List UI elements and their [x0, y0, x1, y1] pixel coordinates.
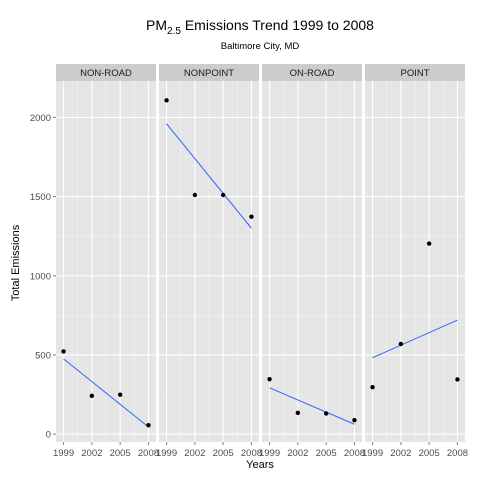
x-tick-label: 2008	[241, 448, 262, 459]
facet-strip-label: ON-ROAD	[290, 68, 335, 79]
data-point	[426, 241, 432, 246]
data-point	[370, 385, 375, 390]
chart-subtitle: Baltimore City, MD	[221, 41, 300, 52]
y-axis-label: Total Emissions	[10, 224, 22, 301]
x-tick-label: 2002	[390, 448, 411, 459]
facet-panel-nonpoint: NONPOINT 1999 2002 2005 2008	[156, 64, 262, 459]
data-point	[146, 423, 151, 428]
data-point	[220, 192, 226, 198]
facet-strip	[262, 64, 362, 81]
data-point	[192, 192, 198, 198]
data-point	[164, 98, 169, 103]
facet-panel-point: POINT 1999 2002 2005 2008	[362, 64, 468, 459]
x-tick-label: 2002	[287, 448, 308, 459]
data-point	[249, 214, 254, 219]
facet-panel-non-road: NON-ROAD 1999 2002 2005 2008	[53, 64, 159, 459]
y-tick-label: 2000	[30, 113, 51, 124]
data-point	[455, 377, 460, 382]
x-tick-label: 2008	[344, 448, 365, 459]
y-tick-label: 0	[46, 430, 51, 441]
facet-strip-label: NONPOINT	[184, 68, 234, 79]
x-tick-label: 2002	[184, 448, 205, 459]
data-point	[398, 341, 404, 347]
trend-line	[63, 358, 149, 428]
trend-line	[166, 123, 252, 229]
x-tick-label: 2008	[138, 448, 159, 459]
y-tick-label: 1000	[30, 271, 51, 282]
facet-strip	[159, 64, 259, 81]
x-tick-label: 2005	[213, 448, 234, 459]
x-axis-label: Years	[246, 459, 274, 471]
chart-title: PM2.5 Emissions Trend 1999 to 2008	[146, 17, 374, 37]
y-tick-label: 1500	[30, 192, 51, 203]
data-point	[352, 417, 357, 423]
facet-strip-label: NON-ROAD	[80, 68, 132, 79]
x-tick-label: 2005	[110, 448, 131, 459]
x-tick-label: 2005	[316, 448, 337, 459]
x-tick-label: 2005	[419, 448, 440, 459]
data-point	[117, 392, 123, 397]
data-point	[61, 349, 66, 354]
chart-title-prefix: PM	[146, 17, 167, 33]
facet-strip-label: POINT	[400, 68, 429, 79]
chart-title-suffix: Emissions Trend 1999 to 2008	[181, 17, 374, 33]
x-tick-label: 1999	[362, 448, 383, 459]
y-tick-label: 500	[35, 350, 51, 361]
facet-panel-on-road: ON-ROAD 1999 2002 2005 2008	[259, 64, 365, 459]
x-tick-label: 1999	[156, 448, 177, 459]
data-point	[89, 393, 95, 398]
trend-line	[372, 319, 458, 359]
x-tick-label: 1999	[259, 448, 280, 459]
x-tick-label: 2002	[81, 448, 102, 459]
data-point	[295, 410, 301, 416]
facet-panels: NON-ROAD 1999 2002 2005 2008 NONPOINT 1999 2002…	[53, 64, 468, 459]
x-tick-label: 2008	[447, 448, 468, 459]
trend-line	[269, 387, 355, 425]
data-point	[267, 376, 272, 382]
data-point	[323, 411, 329, 416]
chart-title-subscript: 2.5	[167, 26, 181, 37]
y-axis: 0 500 1000 1500 2000	[30, 113, 56, 441]
facet-strip	[56, 64, 156, 81]
x-tick-label: 1999	[53, 448, 74, 459]
facet-strip	[365, 64, 465, 81]
